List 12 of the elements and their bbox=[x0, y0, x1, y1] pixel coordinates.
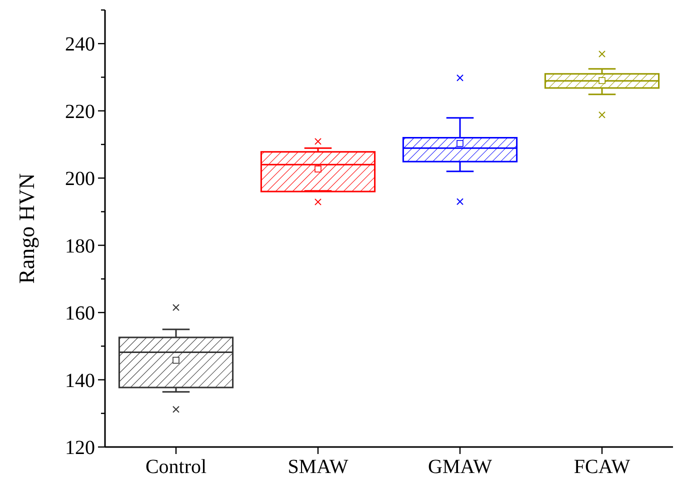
y-tick-label: 120 bbox=[65, 437, 95, 459]
y-tick-label: 180 bbox=[65, 235, 95, 258]
x-tick-label: GMAW bbox=[428, 456, 492, 478]
y-tick-label: 220 bbox=[65, 100, 95, 123]
y-tick-label: 140 bbox=[65, 370, 95, 392]
y-axis-title: Rango HVN bbox=[14, 173, 39, 284]
y-tick-label: 160 bbox=[65, 302, 95, 325]
x-tick-label: SMAW bbox=[288, 456, 348, 478]
y-tick-label: 200 bbox=[65, 168, 95, 190]
x-tick-label: Control bbox=[145, 456, 207, 478]
x-tick-label: FCAW bbox=[574, 456, 630, 478]
y-tick-label: 240 bbox=[65, 34, 95, 56]
